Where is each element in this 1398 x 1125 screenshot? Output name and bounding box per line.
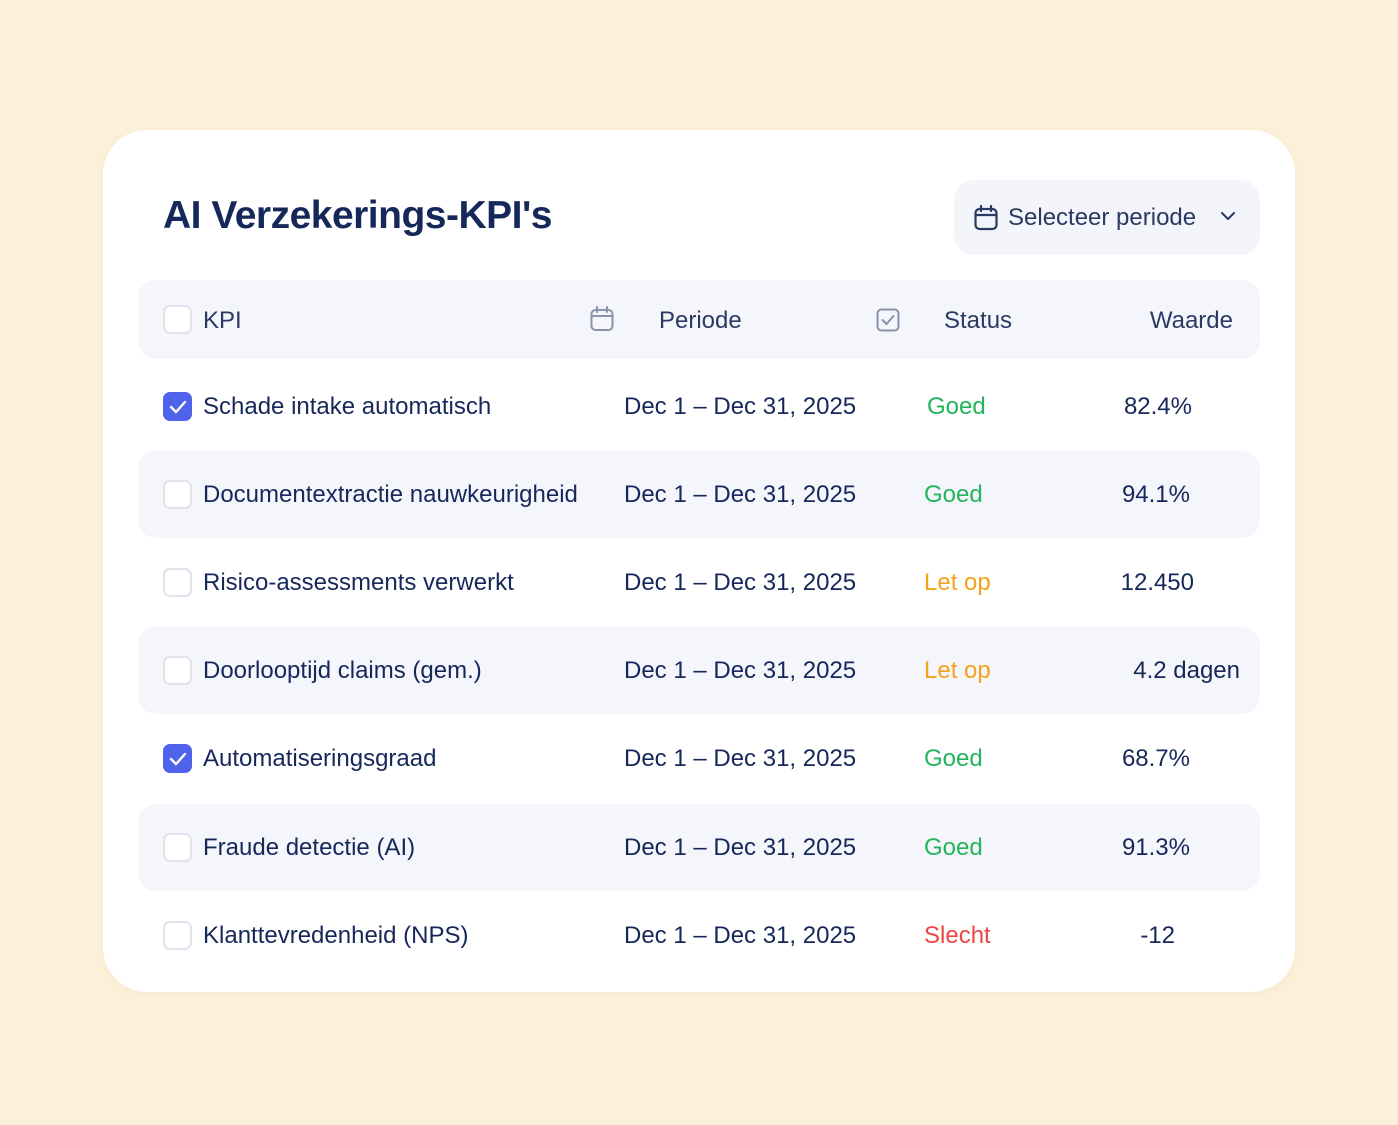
period-range: Dec 1 – Dec 31, 2025 — [624, 481, 857, 508]
table-row[interactable]: Klanttevredenheid (NPS) Dec 1 – Dec 31, 2… — [138, 892, 1260, 979]
row-checkbox[interactable] — [163, 568, 192, 597]
kpi-name: Fraude detectie (AI) — [203, 834, 416, 861]
checkbox-icon — [876, 308, 900, 332]
row-checkbox[interactable] — [163, 656, 192, 685]
period-select-button[interactable]: Selecteer periode — [954, 180, 1260, 255]
table-row[interactable]: Automatiseringsgraad Dec 1 – Dec 31, 2025… — [138, 715, 1260, 802]
header-waarde[interactable]: Waarde — [1149, 307, 1233, 334]
kpi-name: Documentextractie nauwkeurigheid — [203, 481, 578, 508]
header-kpi[interactable]: KPI — [203, 307, 242, 334]
select-all-checkbox[interactable] — [163, 305, 192, 334]
chevron-down-icon — [1221, 212, 1235, 220]
row-checkbox[interactable] — [163, 480, 192, 509]
row-checkbox[interactable] — [163, 744, 192, 773]
kpi-value: 94.1% — [1121, 481, 1190, 508]
period-range: Dec 1 – Dec 31, 2025 — [624, 834, 857, 861]
row-checkbox[interactable] — [163, 921, 192, 950]
header-status[interactable]: Status — [944, 307, 1013, 334]
kpi-value: 82.4% — [1123, 393, 1192, 420]
kpi-name: Klanttevredenheid (NPS) — [203, 922, 469, 949]
row-checkbox[interactable] — [163, 392, 192, 421]
kpi-name: Schade intake automatisch — [203, 393, 492, 420]
status-label: Goed — [924, 481, 983, 508]
status-label: Goed — [927, 393, 986, 420]
status-label: Let op — [924, 657, 991, 684]
check-icon — [169, 752, 187, 766]
period-range: Dec 1 – Dec 31, 2025 — [624, 922, 857, 949]
table-row[interactable]: Risico-assessments verwerkt Dec 1 – Dec 3… — [138, 539, 1260, 626]
kpi-value: 91.3% — [1121, 834, 1190, 861]
period-range: Dec 1 – Dec 31, 2025 — [624, 393, 857, 420]
kpi-value: -12 — [1140, 922, 1175, 949]
page-title: AI Verzekerings-KPI's — [163, 194, 552, 237]
kpi-card: AI Verzekerings-KPI's Selecteer periode … — [103, 130, 1295, 992]
table-row[interactable]: Fraude detectie (AI) Dec 1 – Dec 31, 2025… — [138, 804, 1260, 891]
period-range: Dec 1 – Dec 31, 2025 — [624, 569, 857, 596]
period-range: Dec 1 – Dec 31, 2025 — [624, 745, 857, 772]
table-row[interactable]: Schade intake automatisch Dec 1 – Dec 31,… — [138, 363, 1260, 450]
header-periode[interactable]: Periode — [659, 307, 742, 334]
calendar-icon — [590, 306, 614, 331]
check-icon — [169, 400, 187, 414]
table-header: KPI Periode Status Waarde — [138, 280, 1260, 359]
kpi-name: Doorlooptijd claims (gem.) — [203, 657, 482, 684]
kpi-name: Risico-assessments verwerkt — [203, 569, 514, 596]
calendar-icon — [974, 205, 998, 231]
status-label: Goed — [924, 834, 983, 861]
status-label: Let op — [924, 569, 991, 596]
kpi-value: 12.450 — [1120, 569, 1194, 596]
period-select-label: Selecteer periode — [1008, 204, 1197, 231]
status-label: Goed — [924, 745, 983, 772]
kpi-value: 4.2 dagen — [1133, 657, 1240, 684]
table-row[interactable]: Doorlooptijd claims (gem.) Dec 1 – Dec 31… — [138, 627, 1260, 714]
kpi-name: Automatiseringsgraad — [203, 745, 437, 772]
kpi-value: 68.7% — [1121, 745, 1190, 772]
row-checkbox[interactable] — [163, 833, 192, 862]
table-row[interactable]: Documentextractie nauwkeurigheid Dec 1 – … — [138, 451, 1260, 538]
status-label: Slecht — [924, 922, 991, 949]
period-range: Dec 1 – Dec 31, 2025 — [624, 657, 857, 684]
